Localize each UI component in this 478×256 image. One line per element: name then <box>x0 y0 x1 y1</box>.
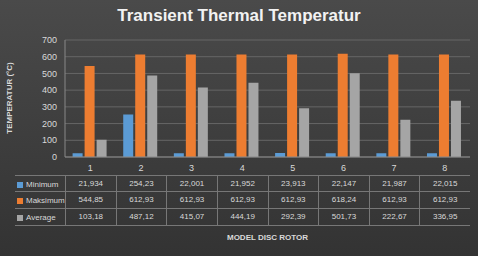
html-text:22,147: 22,147 <box>331 179 357 188</box>
html-text:21,952: 21,952 <box>230 179 255 188</box>
html-text:612,93: 612,93 <box>179 195 205 204</box>
html-text:22,001: 22,001 <box>179 179 205 188</box>
svg-text:700: 700 <box>42 35 57 45</box>
svg-text:200: 200 <box>42 119 57 129</box>
html-text:21,987: 21,987 <box>382 179 407 188</box>
svg-text:100: 100 <box>42 135 57 145</box>
svg-text:5: 5 <box>290 163 295 173</box>
html-text:21,934: 21,934 <box>78 179 103 188</box>
html-text:292,39: 292,39 <box>281 212 306 221</box>
html-text:103,18: 103,18 <box>78 212 103 221</box>
html-text:Average: Average <box>26 213 56 222</box>
svg-text:300: 300 <box>42 102 57 112</box>
html-text:336,95: 336,95 <box>433 212 458 221</box>
svg-text:400: 400 <box>42 85 57 95</box>
svg-text:8: 8 <box>442 163 447 173</box>
html-text:23,913: 23,913 <box>281 179 306 188</box>
html-text:612,93: 612,93 <box>382 195 407 204</box>
html-text:Transient Thermal Temperatur: Transient Thermal Temperatur <box>117 6 361 25</box>
svg-text:4: 4 <box>240 163 245 173</box>
html-text:Minimum: Minimum <box>26 180 59 189</box>
html-text:544,85: 544,85 <box>78 195 103 204</box>
html-text:618,24: 618,24 <box>331 195 357 204</box>
html-text:612,93: 612,93 <box>433 195 458 204</box>
html-text:Maksimum: Maksimum <box>26 196 65 205</box>
svg-text:7: 7 <box>392 163 397 173</box>
html-text:22,015: 22,015 <box>433 179 458 188</box>
svg-text:2: 2 <box>138 163 143 173</box>
svg-text:3: 3 <box>189 163 194 173</box>
html-text:415,07: 415,07 <box>179 212 205 221</box>
html-text:222,67: 222,67 <box>382 212 407 221</box>
html-text:MODEL DISC ROTOR: MODEL DISC ROTOR <box>227 233 308 242</box>
svg-text:6: 6 <box>341 163 346 173</box>
html-text:254,23: 254,23 <box>129 179 154 188</box>
html-text:612,93: 612,93 <box>129 195 154 204</box>
html-text:612,93: 612,93 <box>281 195 306 204</box>
svg-text:0: 0 <box>52 152 57 162</box>
html-text:487,12: 487,12 <box>129 212 154 221</box>
svg-text:500: 500 <box>42 69 57 79</box>
html-text:501,73: 501,73 <box>331 212 357 221</box>
html-text:444,19: 444,19 <box>230 212 255 221</box>
svg-text:600: 600 <box>42 52 57 62</box>
html-text:612,93: 612,93 <box>230 195 255 204</box>
svg-text:1: 1 <box>88 163 93 173</box>
html-text:TEMPERATUR (°C): TEMPERATUR (°C) <box>4 62 14 134</box>
